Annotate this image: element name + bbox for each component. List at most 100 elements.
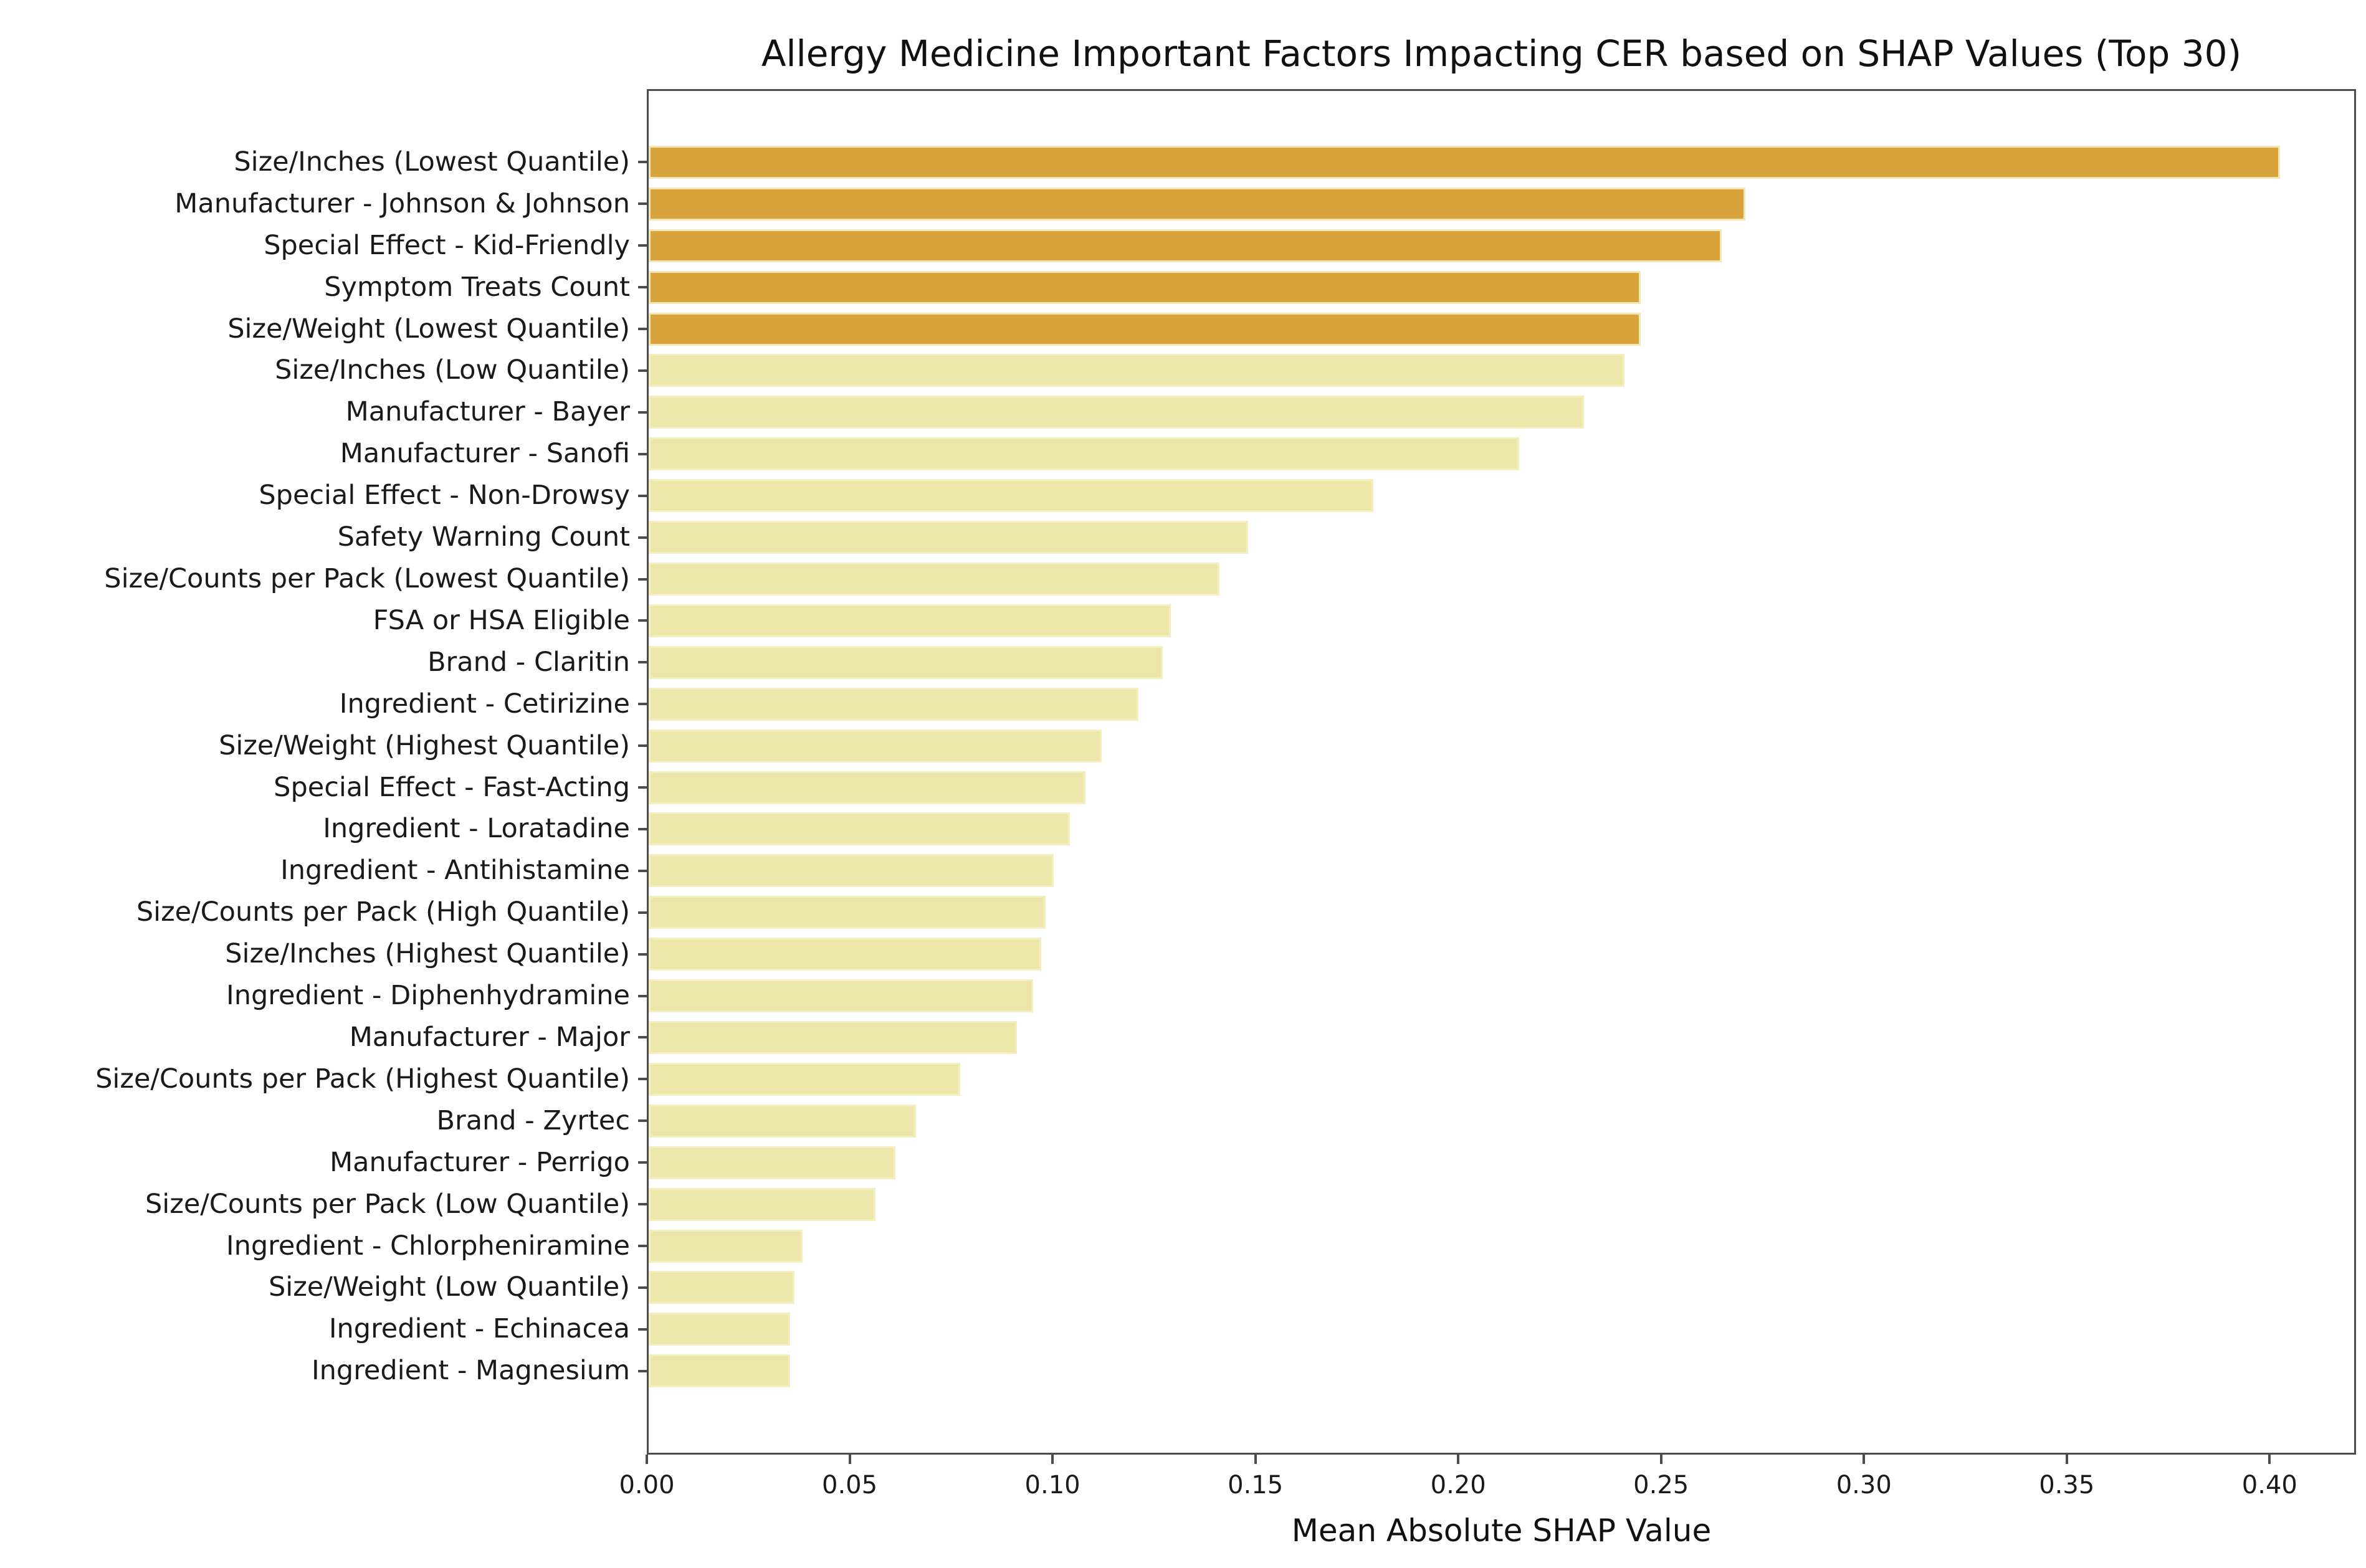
bar-row: FSA or HSA Eligible — [373, 600, 2354, 642]
x-tick-mark — [1457, 1455, 1460, 1464]
bar-row: Brand - Claritin — [427, 642, 2354, 683]
y-tick-mark — [638, 1369, 647, 1372]
bar — [649, 1271, 794, 1304]
y-tick-mark — [638, 1161, 647, 1164]
y-tick-mark — [638, 786, 647, 789]
bar — [649, 229, 1722, 262]
y-axis-label: Manufacturer - Johnson & Johnson — [174, 188, 630, 219]
bar — [649, 771, 1086, 804]
y-axis-label: Size/Inches (Highest Quantile) — [225, 938, 630, 970]
bar — [649, 312, 1641, 346]
bar-row: Safety Warning Count — [338, 516, 2354, 558]
x-tick-mark — [1051, 1455, 1054, 1464]
y-tick-mark — [638, 619, 647, 622]
y-axis-label: Size/Weight (Highest Quantile) — [219, 729, 630, 761]
y-tick-mark — [638, 703, 647, 706]
x-tick-mark — [1254, 1455, 1257, 1464]
bar-row: Ingredient - Echinacea — [329, 1308, 2354, 1350]
x-tick-mark — [848, 1455, 851, 1464]
x-tick-mark — [646, 1455, 648, 1464]
y-tick-mark — [638, 1119, 647, 1123]
bar — [649, 645, 1163, 679]
bar-row: Special Effect - Kid-Friendly — [264, 225, 2354, 267]
y-axis-label: Ingredient - Echinacea — [328, 1313, 630, 1345]
bar — [649, 270, 1641, 304]
bar-row: Special Effect - Non-Drowsy — [259, 475, 2354, 516]
bar-row: Manufacturer - Major — [350, 1017, 2354, 1058]
bar-row: Size/Counts per Pack (Low Quantile) — [145, 1184, 2354, 1225]
x-tick-label: 0.30 — [1836, 1471, 1892, 1499]
y-tick-mark — [638, 1328, 647, 1331]
y-tick-mark — [638, 1245, 647, 1248]
bar-row: Ingredient - Chlorpheniramine — [226, 1225, 2354, 1267]
bar — [649, 1062, 961, 1096]
y-tick-mark — [638, 827, 647, 830]
bar-row: Size/Weight (Highest Quantile) — [219, 725, 2354, 767]
y-axis-label: Size/Weight (Low Quantile) — [268, 1271, 630, 1303]
y-axis-label: Size/Counts per Pack (Lowest Quantile) — [104, 563, 630, 595]
x-tick-label: 0.10 — [1024, 1471, 1080, 1499]
y-axis-label: Ingredient - Chlorpheniramine — [226, 1230, 630, 1262]
bar-row: Ingredient - Magnesium — [312, 1350, 2354, 1392]
y-axis-label: Manufacturer - Perrigo — [330, 1146, 630, 1178]
y-axis-label: Size/Counts per Pack (Highest Quantile) — [95, 1063, 630, 1095]
bar-row: Ingredient - Diphenhydramine — [226, 975, 2354, 1017]
bar-row: Size/Counts per Pack (Highest Quantile) — [95, 1058, 2354, 1100]
bar — [649, 979, 1034, 1013]
y-axis-label: Ingredient - Magnesium — [311, 1355, 630, 1387]
y-tick-mark — [638, 953, 647, 956]
bar — [649, 1354, 791, 1388]
x-tick-mark — [2065, 1455, 2068, 1464]
y-tick-mark — [638, 911, 647, 914]
bar-row: Manufacturer - Perrigo — [330, 1142, 2354, 1184]
y-axis-label: FSA or HSA Eligible — [373, 604, 630, 636]
y-axis-label: Special Effect - Non-Drowsy — [259, 480, 630, 511]
y-tick-mark — [638, 869, 647, 872]
bar-row: Size/Inches (Highest Quantile) — [225, 933, 2354, 975]
x-tick-mark — [1659, 1455, 1662, 1464]
x-axis-label: Mean Absolute SHAP Value — [1291, 1513, 1712, 1549]
bar — [649, 938, 1042, 971]
x-tick-label: 0.00 — [619, 1471, 675, 1499]
y-tick-mark — [638, 744, 647, 748]
y-tick-mark — [638, 1203, 647, 1206]
x-tick-mark — [1863, 1455, 1866, 1464]
bar-row: Size/Counts per Pack (High Quantile) — [136, 891, 2354, 933]
bar-row: Size/Weight (Lowest Quantile) — [227, 308, 2354, 350]
y-axis-label: Size/Weight (Lowest Quantile) — [227, 313, 630, 344]
bar-row: Brand - Zyrtec — [437, 1100, 2354, 1142]
bar — [649, 1020, 1018, 1054]
bar — [649, 479, 1373, 513]
y-tick-mark — [638, 452, 647, 455]
x-tick-label: 0.25 — [1633, 1471, 1689, 1499]
chart-title: Allergy Medicine Important Factors Impac… — [761, 32, 2242, 75]
bar — [649, 1146, 896, 1179]
y-axis-label: Special Effect - Kid-Friendly — [264, 229, 630, 261]
y-tick-mark — [638, 328, 647, 331]
bar — [649, 812, 1070, 846]
y-axis-label: Size/Inches (Lowest Quantile) — [234, 146, 630, 178]
y-axis-label: Size/Counts per Pack (High Quantile) — [136, 896, 630, 928]
bar — [649, 1313, 791, 1346]
bar-row: Manufacturer - Sanofi — [340, 433, 2354, 475]
plot-area: Size/Inches (Lowest Quantile) Manufacture… — [95, 89, 2356, 1455]
y-tick-mark — [638, 161, 647, 164]
bar — [649, 437, 1519, 471]
y-axis-label: Special Effect - Fast-Acting — [274, 771, 630, 803]
y-axis-label: Manufacturer - Bayer — [345, 396, 630, 428]
y-tick-mark — [638, 1036, 647, 1039]
y-tick-mark — [638, 411, 647, 414]
bar — [649, 729, 1102, 763]
bar — [649, 396, 1584, 429]
bar — [649, 854, 1054, 888]
bar — [649, 1104, 916, 1138]
x-tick-label: 0.05 — [822, 1471, 878, 1499]
y-axis-label: Size/Inches (Low Quantile) — [275, 354, 630, 386]
bar-row: Manufacturer - Bayer — [346, 391, 2354, 433]
bar-row: Ingredient - Antihistamine — [280, 850, 2354, 891]
x-tick-mark — [2268, 1455, 2271, 1464]
y-tick-mark — [638, 661, 647, 664]
bar-row: Symptom Treats Count — [324, 267, 2354, 308]
y-tick-mark — [638, 994, 647, 997]
